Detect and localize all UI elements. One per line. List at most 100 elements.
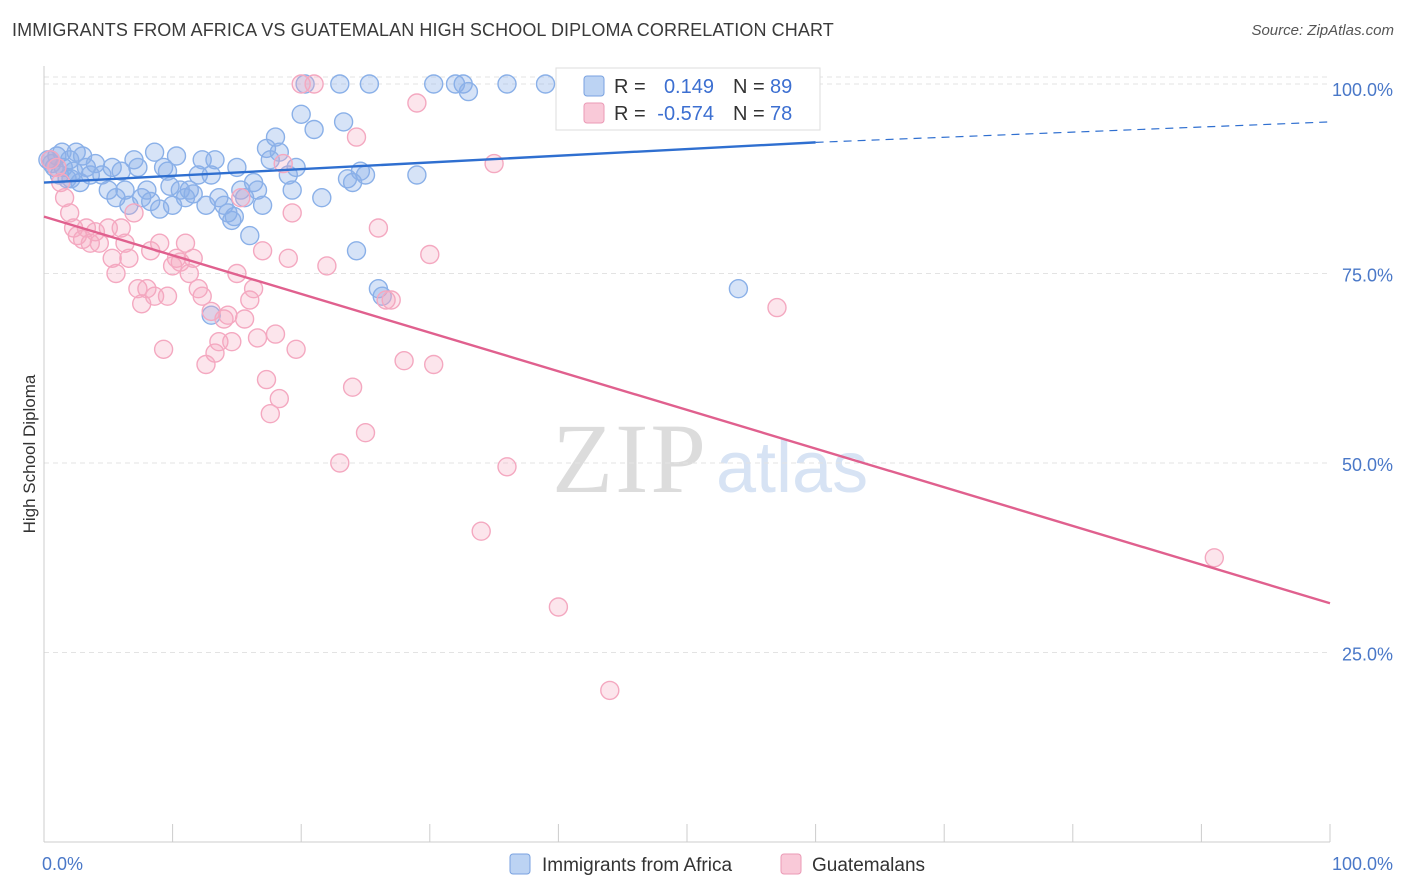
guatemalan-point-34 bbox=[192, 286, 212, 306]
guatemalan-point-37 bbox=[205, 343, 225, 363]
africa-point-26 bbox=[144, 142, 165, 162]
guatemalan-point-73 bbox=[497, 457, 517, 477]
guatemalan-point-4 bbox=[59, 203, 80, 223]
guatemalan-point-41 bbox=[222, 332, 242, 352]
guatemalan-point-70 bbox=[424, 354, 444, 375]
guatemalan-point-67 bbox=[394, 351, 414, 371]
africa-point-55 bbox=[269, 142, 289, 162]
x-tick-label-0: 0.0% bbox=[42, 854, 83, 874]
guatemalan-point-72 bbox=[484, 153, 504, 174]
guatemalan-point-51 bbox=[265, 324, 286, 344]
chart-source: Source: ZipAtlas.com bbox=[1251, 22, 1394, 39]
guatemalan-point-50 bbox=[260, 404, 280, 424]
guatemalan-point-14 bbox=[106, 263, 126, 284]
guatemalan-point-18 bbox=[124, 203, 144, 223]
guatemalan-point-31 bbox=[179, 263, 200, 284]
guatemalan-point-13 bbox=[102, 248, 122, 268]
guatemalan-point-58 bbox=[304, 74, 324, 94]
legend-swatch-immigrants-from-africa bbox=[509, 853, 531, 875]
watermark-zip: ZIP bbox=[552, 403, 708, 514]
africa-point-54 bbox=[265, 127, 286, 147]
africa-point-73 bbox=[407, 165, 427, 185]
africa-point-19 bbox=[115, 180, 135, 200]
africa-point-64 bbox=[333, 112, 354, 132]
guatemalan-point-74 bbox=[548, 597, 569, 617]
stats-r-label-blue: R = bbox=[614, 76, 646, 98]
tick-labels: 100.0% 75.0% 50.0% 25.0% 0.0% 100.0% bbox=[42, 80, 1393, 874]
legend-swatch-guatemalans bbox=[780, 853, 802, 875]
guatemalan-point-30 bbox=[175, 233, 196, 253]
africa-point-88 bbox=[224, 206, 245, 227]
guatemalan-point-62 bbox=[346, 127, 367, 147]
stats-n-value-pink: 78 bbox=[770, 103, 792, 125]
trend-lines bbox=[43, 121, 1331, 605]
africa-point-85 bbox=[52, 142, 72, 162]
africa-point-15 bbox=[98, 180, 119, 200]
axes bbox=[43, 66, 1331, 843]
chart-title: IMMIGRANTS FROM AFRICA VS GUATEMALAN HIG… bbox=[12, 20, 834, 40]
guatemalan-point-1 bbox=[47, 157, 67, 178]
trend-line-africa bbox=[43, 141, 816, 184]
watermark: ZIP atlas bbox=[552, 403, 868, 514]
africa-point-74 bbox=[424, 74, 444, 94]
y-axis-title: High School Diploma bbox=[20, 374, 39, 533]
guatemalan-point-76 bbox=[767, 297, 787, 318]
guatemalan-point-69 bbox=[420, 244, 440, 265]
legend-label-immigrants-from-africa: Immigrants from Africa bbox=[542, 855, 732, 876]
guatemalan-point-0 bbox=[40, 150, 61, 170]
stats-legend-box: R = 0.149 N = 89 R = -0.574 N = 78 bbox=[555, 67, 821, 131]
africa-point-79 bbox=[535, 74, 556, 94]
africa-point-63 bbox=[330, 74, 350, 94]
africa-point-35 bbox=[183, 184, 203, 204]
guatemalan-point-17 bbox=[119, 248, 139, 268]
guatemalan-point-68 bbox=[407, 93, 427, 113]
guatemalan-point-75 bbox=[600, 680, 620, 701]
guatemalan-point-45 bbox=[240, 290, 260, 310]
stats-n-label-pink: N = bbox=[733, 103, 765, 125]
guatemalan-point-56 bbox=[286, 339, 306, 359]
guatemalan-point-47 bbox=[247, 328, 268, 348]
y-tick-label-75: 75.0% bbox=[1342, 266, 1393, 286]
x-tick-label-100: 100.0% bbox=[1332, 854, 1393, 874]
guatemalan-point-52 bbox=[269, 388, 289, 409]
guatemalan-point-40 bbox=[218, 305, 238, 325]
africa-point-62 bbox=[312, 187, 332, 208]
guatemalan-point-3 bbox=[54, 187, 75, 208]
legend: Immigrants from Africa Guatemalans bbox=[509, 853, 925, 876]
watermark-atlas: atlas bbox=[716, 428, 868, 508]
africa-point-51 bbox=[252, 195, 273, 216]
guatemalan-point-15 bbox=[111, 218, 131, 238]
trend-line-africa-extension bbox=[815, 121, 1331, 143]
guatemalan-point-44 bbox=[234, 309, 255, 329]
guatemalan-point-63 bbox=[355, 423, 376, 443]
trend-line-guatemalans bbox=[43, 215, 1331, 605]
stats-swatch-pink bbox=[583, 102, 605, 124]
stats-n-value-blue: 89 bbox=[770, 76, 792, 98]
africa-point-57 bbox=[282, 180, 302, 200]
guatemalan-point-60 bbox=[330, 453, 350, 473]
africa-point-70 bbox=[359, 74, 380, 94]
africa-point-78 bbox=[497, 74, 517, 94]
guatemalan-point-64 bbox=[368, 218, 389, 238]
guatemalan-point-21 bbox=[137, 279, 157, 299]
guatemalan-point-43 bbox=[231, 187, 251, 208]
guatemalan-point-59 bbox=[317, 256, 337, 276]
africa-point-61 bbox=[304, 119, 324, 140]
africa-point-48 bbox=[240, 225, 260, 246]
guatemalan-point-71 bbox=[471, 521, 491, 541]
guatemalan-point-77 bbox=[1204, 548, 1225, 568]
africa-point-24 bbox=[137, 180, 157, 200]
guatemalan-point-53 bbox=[273, 153, 293, 174]
guatemalan-point-65 bbox=[376, 290, 396, 310]
guatemalan-point-55 bbox=[282, 203, 302, 223]
y-tick-label-25: 25.0% bbox=[1342, 645, 1393, 665]
y-tick-label-100: 100.0% bbox=[1332, 80, 1393, 100]
guatemalan-point-61 bbox=[342, 377, 363, 397]
africa-point-86 bbox=[61, 169, 81, 189]
guatemalan-point-26 bbox=[157, 286, 178, 306]
guatemalan-point-54 bbox=[278, 248, 298, 268]
africa-point-77 bbox=[458, 81, 479, 102]
stats-r-value-blue: 0.149 bbox=[664, 76, 714, 98]
africa-point-50 bbox=[247, 180, 268, 200]
africa-point-67 bbox=[346, 241, 367, 261]
